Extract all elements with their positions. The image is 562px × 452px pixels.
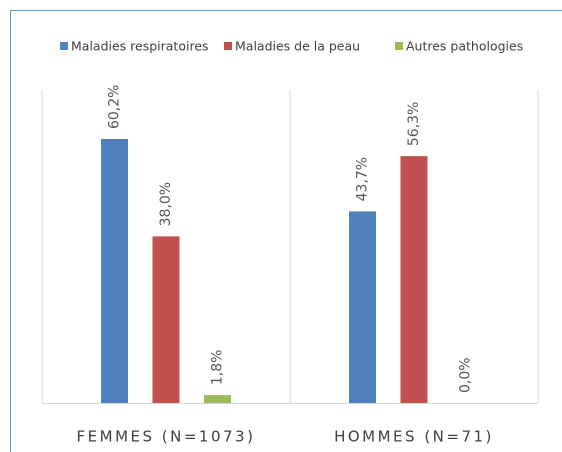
- legend-label: Maladies de la peau: [235, 39, 360, 54]
- legend-swatch: [224, 42, 232, 50]
- data-label: 60,2%: [107, 85, 123, 129]
- frame: [10, 10, 562, 452]
- bar: [400, 156, 428, 403]
- data-label: 1,8%: [210, 350, 226, 386]
- bar: [101, 139, 128, 403]
- bar: [349, 211, 376, 403]
- data-label: 0,0%: [458, 357, 474, 393]
- data-label: 56,3%: [406, 102, 422, 146]
- data-label: 38,0%: [158, 182, 174, 226]
- legend-label: Maladies respiratoires: [71, 39, 209, 54]
- x-tick-label: FEMMES (N=1073): [77, 428, 256, 446]
- legend-label: Autres pathologies: [406, 39, 523, 54]
- x-tick-label: HOMMES (N=71): [334, 428, 494, 446]
- bar: [152, 236, 180, 403]
- bar: [204, 395, 231, 403]
- data-label: 43,7%: [355, 157, 371, 201]
- legend-swatch: [395, 42, 403, 50]
- legend-swatch: [60, 42, 68, 50]
